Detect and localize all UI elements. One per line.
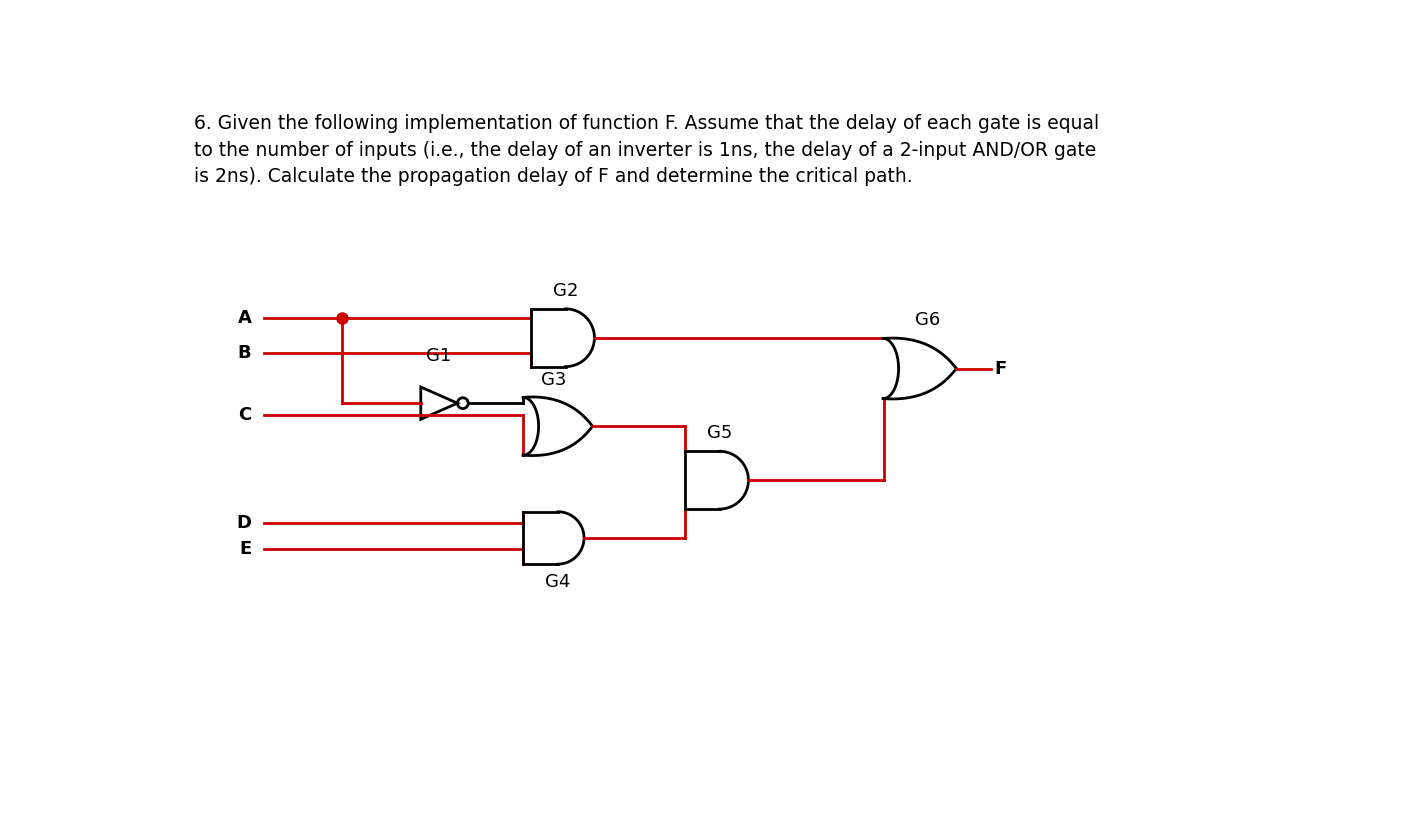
Text: G1: G1 [426,347,452,365]
Text: G2: G2 [552,282,578,300]
Text: G6: G6 [915,311,940,329]
Text: E: E [239,541,252,558]
Text: F: F [994,360,1007,378]
Text: C: C [238,406,252,424]
Text: G3: G3 [541,370,566,389]
Text: G4: G4 [545,573,571,592]
Text: G5: G5 [707,424,732,442]
Text: A: A [238,309,252,328]
Text: B: B [238,344,252,362]
Text: 6. Given the following implementation of function F. Assume that the delay of ea: 6. Given the following implementation of… [194,115,1100,186]
Text: D: D [236,514,252,531]
